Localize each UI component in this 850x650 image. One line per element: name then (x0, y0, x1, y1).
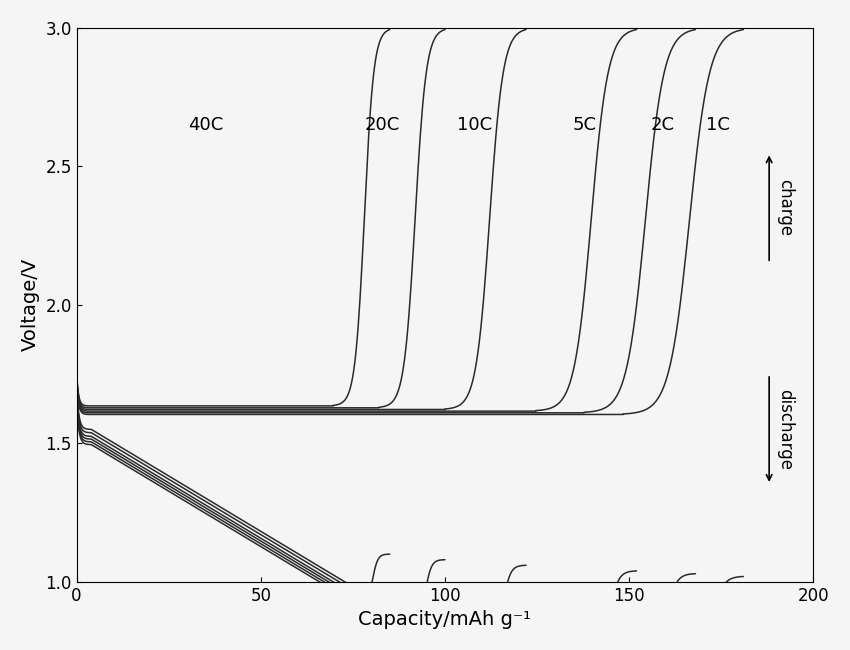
Text: discharge: discharge (777, 389, 795, 470)
Text: charge: charge (777, 179, 795, 237)
Y-axis label: Voltage/V: Voltage/V (21, 258, 40, 352)
Text: 5C: 5C (573, 116, 597, 134)
X-axis label: Capacity/mAh g⁻¹: Capacity/mAh g⁻¹ (359, 610, 531, 629)
Text: 10C: 10C (457, 116, 492, 134)
Text: 20C: 20C (365, 116, 400, 134)
Text: 1C: 1C (706, 116, 729, 134)
Text: 2C: 2C (650, 116, 674, 134)
Text: 40C: 40C (188, 116, 224, 134)
